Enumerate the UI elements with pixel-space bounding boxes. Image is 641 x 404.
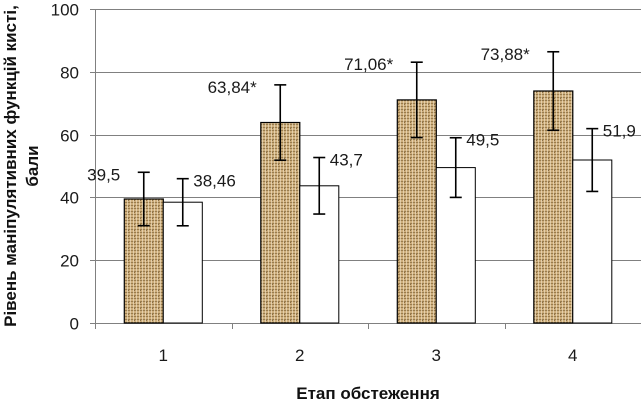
data-label: 43,7 (330, 151, 363, 170)
data-label: 49,5 (466, 131, 499, 150)
data-labels: 39,5 63,84* 71,06* 73,88* 38,46 43,7 49,5 51,9 (87, 45, 636, 191)
x-tick-label: 1 (159, 346, 168, 365)
y-axis-title: Рівень маніпулятивних функцій кисті, бал… (1, 5, 42, 327)
y-axis-title-line-2: бали (23, 145, 42, 186)
data-label: 51,9 (603, 122, 636, 141)
data-label: 73,88* (481, 45, 531, 64)
x-tick-label: 3 (432, 346, 441, 365)
error-bars (137, 50, 599, 227)
data-label: 71,06* (344, 55, 394, 74)
y-tick-label: 100 (51, 1, 79, 20)
x-tick-label: 4 (568, 346, 577, 365)
x-tick-label: 2 (295, 346, 304, 365)
y-axis-title-line-1: Рівень маніпулятивних функцій кисті, (1, 5, 20, 327)
bars (123, 90, 613, 324)
x-axis-title: Етап обстеження (296, 384, 440, 403)
y-tick-label: 0 (70, 315, 79, 334)
y-tick-label: 60 (60, 127, 79, 146)
y-tick-label: 80 (60, 64, 79, 83)
data-label: 39,5 (87, 165, 120, 184)
y-tick-label: 20 (60, 252, 79, 271)
data-label: 63,84* (208, 78, 258, 97)
data-label: 38,46 (193, 172, 236, 191)
y-tick-label: 40 (60, 189, 79, 208)
